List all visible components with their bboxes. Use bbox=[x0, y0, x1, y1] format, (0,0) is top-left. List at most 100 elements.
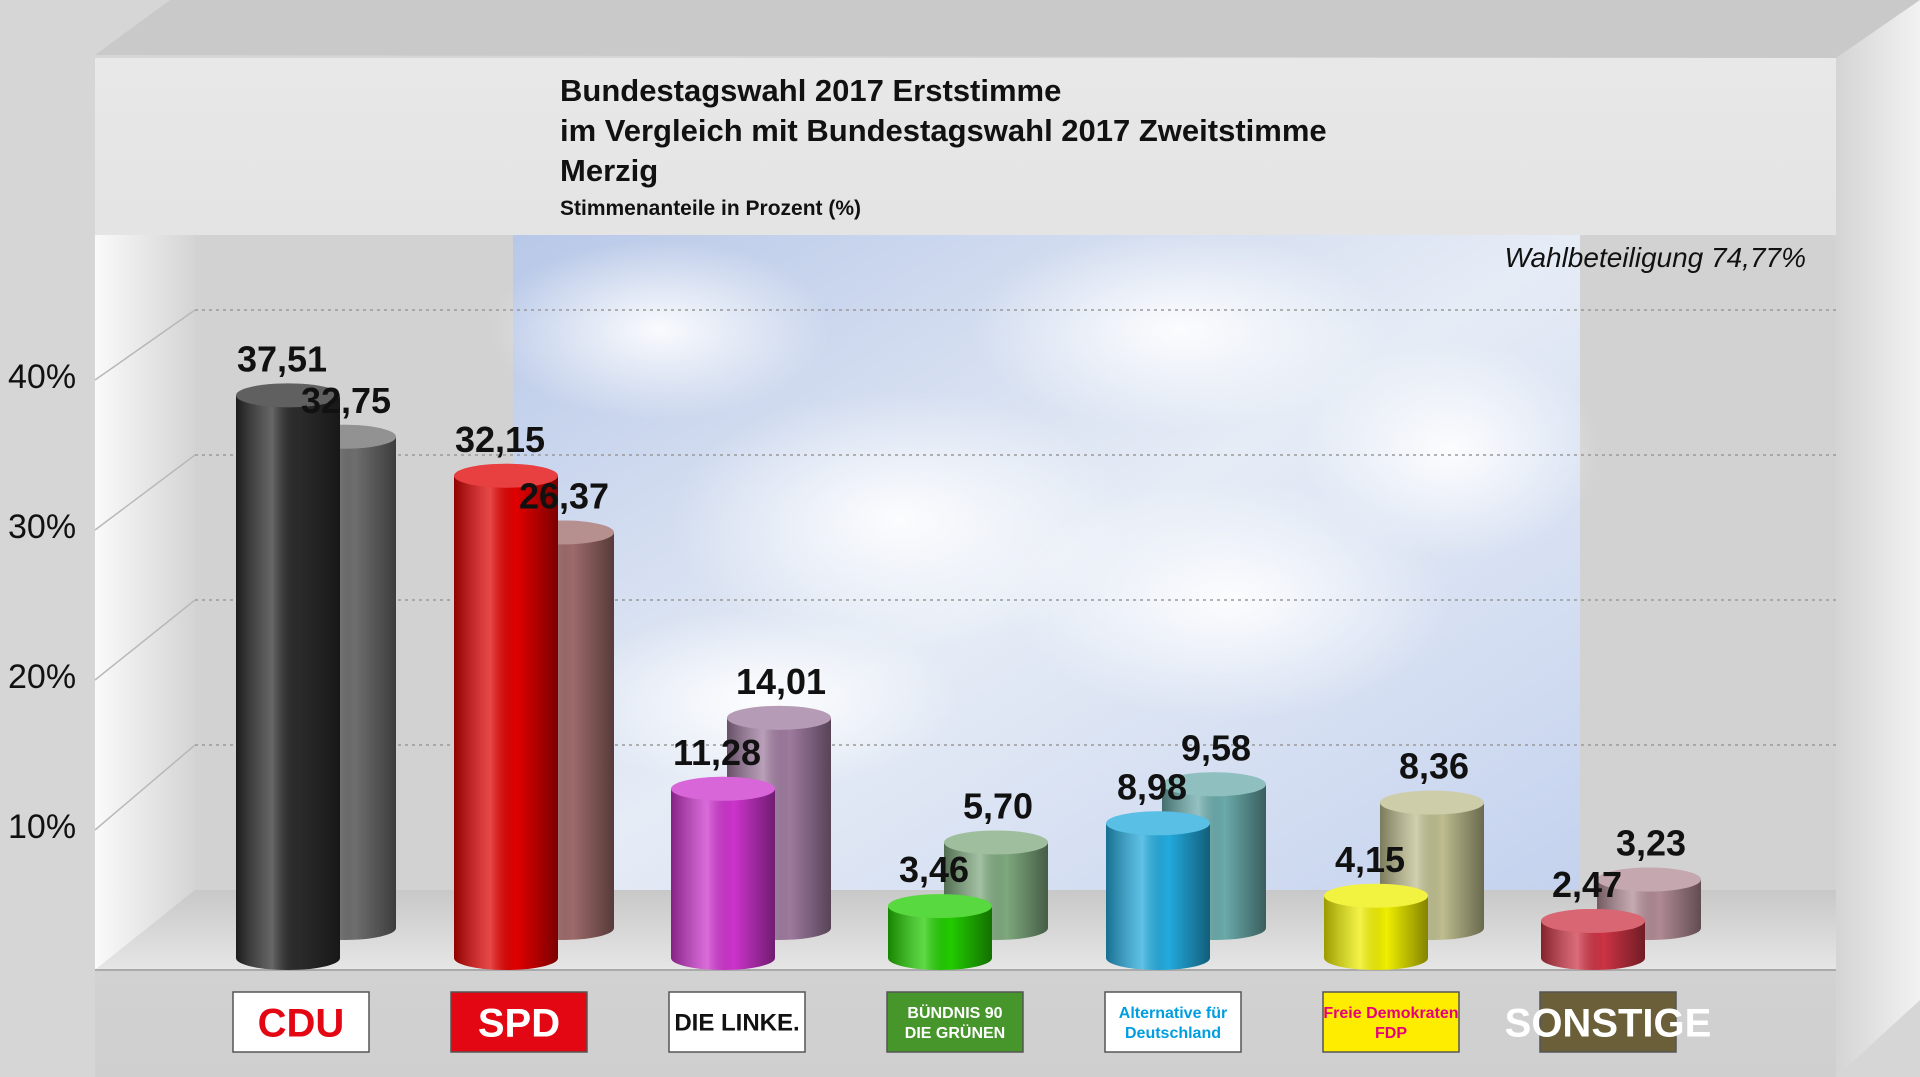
value-label-zweitstimme: 3,23 bbox=[1616, 823, 1686, 864]
party-logo-box bbox=[1322, 991, 1460, 1053]
bar-erststimme-top bbox=[1541, 908, 1645, 933]
party-logo: CDU bbox=[232, 991, 370, 1053]
y-tick-label: 10% bbox=[8, 808, 76, 846]
bars bbox=[236, 383, 1701, 971]
bar-erststimme-shade bbox=[454, 475, 558, 970]
bar-erststimme-top-highlight bbox=[888, 894, 992, 919]
party-logo-text: SPD bbox=[478, 1001, 560, 1045]
bar-erststimme bbox=[888, 894, 992, 970]
gridline-side bbox=[94, 599, 196, 681]
bar-erststimme-shade bbox=[1541, 920, 1645, 970]
bar-erststimme-top-highlight bbox=[1324, 883, 1428, 908]
frame-right bbox=[1836, 0, 1920, 1077]
bar-erststimme-top-highlight bbox=[454, 463, 558, 488]
bar-erststimme bbox=[454, 463, 558, 970]
bar-erststimme-top-highlight bbox=[1541, 908, 1645, 933]
y-axis-ticks: 10% 20% 30% 40% bbox=[8, 358, 76, 846]
value-label-erststimme: 32,15 bbox=[455, 419, 545, 460]
bar-zweitstimme-top bbox=[1597, 867, 1701, 892]
y-tick-label: 30% bbox=[8, 508, 76, 546]
bar-erststimme-top-highlight bbox=[671, 776, 775, 801]
value-label-erststimme: 2,47 bbox=[1552, 864, 1622, 905]
bar-zweitstimme-top bbox=[1162, 772, 1266, 797]
bar-erststimme bbox=[1324, 883, 1428, 970]
party-logo-box bbox=[886, 991, 1024, 1053]
bar-erststimme-top bbox=[1106, 811, 1210, 836]
value-label-zweitstimme: 8,36 bbox=[1399, 746, 1469, 787]
bar-zweitstimme-top bbox=[1380, 790, 1484, 815]
value-label-zweitstimme: 5,70 bbox=[963, 786, 1033, 827]
bar-zweitstimme-top bbox=[727, 705, 831, 730]
bar-erststimme-shade bbox=[1106, 823, 1210, 970]
bar-erststimme-shade bbox=[1324, 895, 1428, 970]
bar-erststimme-top bbox=[1324, 883, 1428, 908]
bar-erststimme-top bbox=[454, 463, 558, 488]
chart-title-line2: im Vergleich mit Bundestagswahl 2017 Zwe… bbox=[560, 113, 1327, 148]
party-logo-box bbox=[1104, 991, 1242, 1053]
y-tick-label: 40% bbox=[8, 358, 76, 396]
bar-zweitstimme-top bbox=[944, 830, 1048, 855]
party-logo: Freie Demokraten FDP bbox=[1322, 991, 1460, 1053]
bar-zweitstimme-top-highlight bbox=[727, 705, 831, 730]
left-wall bbox=[95, 235, 195, 970]
bar-zweitstimme-top-highlight bbox=[1162, 772, 1266, 797]
party-logo-text: BÜNDNIS 90 bbox=[907, 1003, 1002, 1022]
gridline-side bbox=[94, 309, 196, 381]
party-logo-text: Deutschland bbox=[1125, 1025, 1221, 1042]
value-label-erststimme: 3,46 bbox=[899, 849, 969, 890]
bar-zweitstimme-top-highlight bbox=[1380, 790, 1484, 815]
party-logo-text: Freie Demokraten bbox=[1323, 1005, 1458, 1022]
bar-erststimme-shade bbox=[888, 906, 992, 970]
party-logo-box bbox=[232, 991, 370, 1053]
party-logo: SPD bbox=[450, 991, 588, 1053]
cloud bbox=[490, 240, 830, 420]
bar-erststimme-shade bbox=[236, 395, 340, 971]
bar-erststimme-top-highlight bbox=[236, 383, 340, 408]
value-label-erststimme: 8,98 bbox=[1117, 766, 1187, 807]
bar-erststimme-shade bbox=[671, 788, 775, 970]
party-logo-box bbox=[1539, 991, 1677, 1053]
bar-erststimme-top bbox=[671, 776, 775, 801]
party-logo: SONSTIGE bbox=[1505, 991, 1712, 1053]
cloud bbox=[1300, 340, 1600, 560]
frame-top bbox=[95, 0, 1920, 58]
party-logo-text: Alternative für bbox=[1119, 1005, 1227, 1022]
bar-erststimme-top bbox=[888, 894, 992, 919]
bar-erststimme-top bbox=[236, 383, 340, 408]
party-logo: DIE LINKE. bbox=[668, 991, 806, 1053]
chart-subtitle: Stimmenanteile in Prozent (%) bbox=[560, 197, 861, 220]
value-label-zweitstimme: 32,75 bbox=[301, 380, 391, 421]
value-label-erststimme: 4,15 bbox=[1335, 839, 1405, 880]
chart-title: Bundestagswahl 2017 Erststimme bbox=[560, 73, 1061, 108]
bar-erststimme bbox=[671, 776, 775, 970]
gridline-side bbox=[94, 744, 196, 831]
chart-title-line3: Merzig bbox=[560, 153, 658, 188]
party-logo-text: DIE LINKE. bbox=[674, 1010, 799, 1037]
bar-erststimme-top-highlight bbox=[1106, 811, 1210, 836]
bar-erststimme bbox=[1541, 908, 1645, 970]
value-label-zweitstimme: 14,01 bbox=[736, 661, 826, 702]
value-label-zweitstimme: 9,58 bbox=[1181, 727, 1251, 768]
party-logo-text: DIE GRÜNEN bbox=[905, 1023, 1005, 1042]
cloud bbox=[1010, 480, 1450, 720]
party-logo-text: FDP bbox=[1375, 1025, 1407, 1042]
bar-erststimme bbox=[1106, 811, 1210, 970]
party-logo-text: CDU bbox=[258, 1001, 345, 1045]
gridline-side bbox=[94, 454, 196, 531]
y-tick-label: 20% bbox=[8, 658, 76, 696]
party-logo-box bbox=[450, 991, 588, 1053]
party-logo-box bbox=[668, 991, 806, 1053]
party-logo-text: SONSTIGE bbox=[1505, 1001, 1712, 1045]
value-label-erststimme: 37,51 bbox=[237, 338, 327, 379]
bar-zweitstimme-top-highlight bbox=[1597, 867, 1701, 892]
cloud bbox=[970, 230, 1390, 430]
value-label-erststimme: 11,28 bbox=[673, 732, 761, 773]
bar-erststimme bbox=[236, 383, 340, 971]
party-logo: Alternative für Deutschland bbox=[1104, 991, 1242, 1053]
bar-zweitstimme-top-highlight bbox=[944, 830, 1048, 855]
